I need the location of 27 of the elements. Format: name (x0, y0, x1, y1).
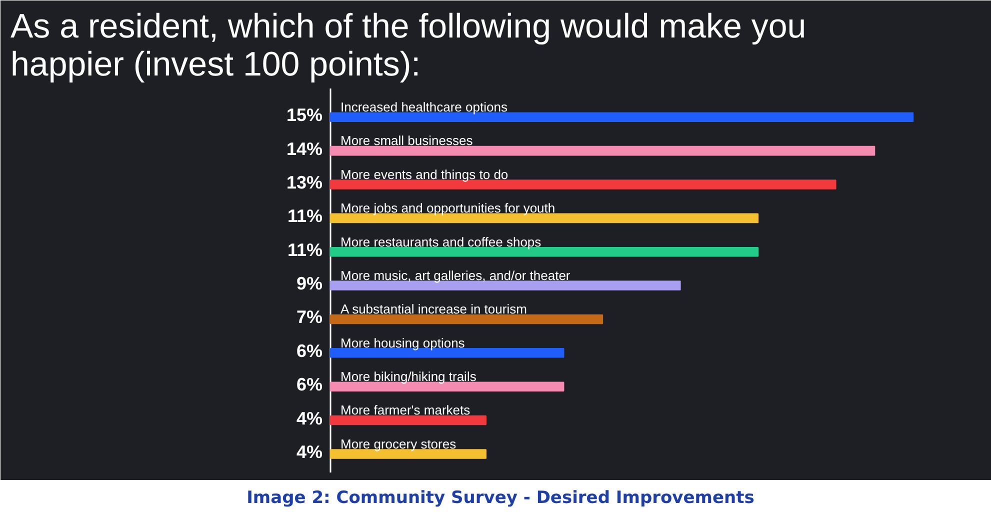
data-label: 15% (286, 105, 323, 126)
bar (330, 415, 486, 426)
y-tick-label: More biking/hiking trails (340, 369, 477, 384)
data-label: 7% (296, 307, 322, 328)
data-label: 4% (296, 442, 322, 462)
y-tick-label: More grocery stores (340, 436, 457, 452)
data-label: 13% (286, 172, 323, 192)
bar (330, 146, 876, 156)
data-label: 14% (286, 138, 323, 159)
y-tick-label: A substantial increase in tourism (340, 302, 527, 317)
data-label: 6% (296, 340, 322, 361)
y-tick-label: Increased healthcare options (340, 100, 508, 115)
y-tick-label: More jobs and opportunities for youth (340, 200, 556, 216)
y-tick-label: More small businesses (340, 133, 474, 148)
y-tick-label: More housing options (340, 335, 466, 350)
text: Image 2: Community Survey - Desired Improvements (246, 487, 754, 510)
chart-title: As a resident, which of the following would make you happier (invest 100 points): (10, 8, 806, 84)
bar (330, 314, 604, 324)
data-label: 11% (287, 240, 323, 260)
y-tick-label: More music, art galleries, and/or theater (340, 268, 571, 283)
y-tick-label: More events and things to do (340, 166, 508, 182)
y-tick-label: More farmer's markets (340, 402, 471, 418)
data-label: 4% (296, 408, 322, 428)
data-label: 6% (296, 374, 322, 395)
data-label: 11% (287, 206, 323, 226)
y-tick-label: More restaurants and coffee shops (340, 234, 542, 250)
data-label: 9% (296, 274, 322, 294)
